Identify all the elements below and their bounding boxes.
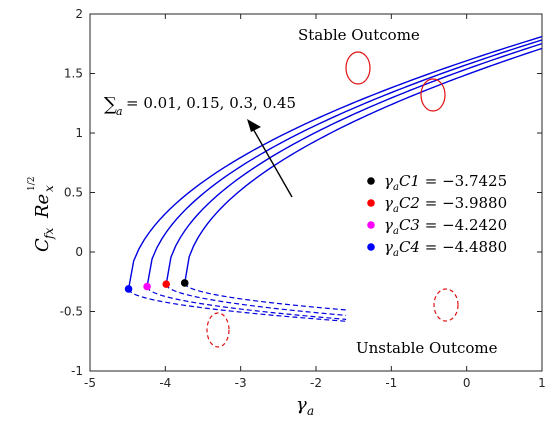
x-tick-label: -4 xyxy=(159,376,171,390)
x-tick-label: -3 xyxy=(235,376,247,390)
curves xyxy=(127,35,543,322)
lower-branch-series-4 xyxy=(128,288,347,322)
x-tick-label: -1 xyxy=(385,376,397,390)
lower-branch-series-1 xyxy=(184,282,347,311)
plot-frame xyxy=(89,13,543,372)
upper-branch-series-2 xyxy=(165,42,543,285)
upper-branch-series-1 xyxy=(184,47,543,284)
svg-text:Re: Re xyxy=(32,194,53,219)
lower-branch-series-2 xyxy=(165,283,347,316)
unstable-ellipse-2 xyxy=(433,288,459,322)
y-tick-label: 1.5 xyxy=(64,67,83,81)
critical-point-3 xyxy=(143,282,151,291)
unstable-ellipse-1 xyxy=(206,312,230,348)
legend-marker-4 xyxy=(367,243,375,251)
sigma-arrowhead xyxy=(247,119,261,132)
legend-marker-3 xyxy=(367,221,375,229)
svg-text:fx: fx xyxy=(42,228,56,240)
legend-label-2: γaC2 = −3.9880 xyxy=(384,194,507,215)
upper-branch-series-4 xyxy=(127,35,543,290)
upper-branch-series-3 xyxy=(146,39,543,287)
stable-outcome-label: Stable Outcome xyxy=(298,26,420,44)
legend-label-1: γaC1 = −3.7425 xyxy=(384,172,507,193)
svg-text:= 0.01, 0.15, 0.3, 0.45: = 0.01, 0.15, 0.3, 0.45 xyxy=(126,94,296,112)
lower-branch-series-3 xyxy=(146,286,347,320)
critical-point-2 xyxy=(162,280,171,288)
y-tick-label: 0.5 xyxy=(64,186,83,200)
critical-point-1 xyxy=(180,279,189,287)
x-tick-label: -5 xyxy=(84,376,96,390)
svg-text:C: C xyxy=(32,238,53,252)
y-axis-label: C fx Re x 1/2 xyxy=(27,177,56,252)
svg-text:∑: ∑ xyxy=(104,94,117,115)
legend-label-3: γaC3 = −4.2420 xyxy=(384,216,507,237)
x-axis-label: γ a xyxy=(296,394,314,418)
svg-text:γ: γ xyxy=(296,394,307,415)
stable-ellipse-2 xyxy=(420,78,446,112)
stable-ellipse-1 xyxy=(345,51,371,85)
sigma-arrow xyxy=(251,126,293,198)
x-tick-label: 0 xyxy=(463,376,471,390)
legend-label-4: γaC4 = −4.4880 xyxy=(384,238,507,259)
svg-text:1/2: 1/2 xyxy=(27,177,37,191)
critical-point-4 xyxy=(124,285,133,293)
axis-ticks: -5 -4 -3 -2 -1 0 1 -1 -0.5 0 0.5 1 1.5 2 xyxy=(60,7,546,390)
x-tick-label: -2 xyxy=(310,376,322,390)
critical-points xyxy=(124,279,189,293)
svg-text:a: a xyxy=(307,404,314,418)
unstable-outcome-label: Unstable Outcome xyxy=(356,339,498,357)
x-tick-label: 1 xyxy=(538,376,546,390)
y-tick-label: -1 xyxy=(71,364,83,378)
y-tick-label: -0.5 xyxy=(60,305,83,319)
sigma-annotation: ∑ a = 0.01, 0.15, 0.3, 0.45 xyxy=(104,94,296,118)
svg-text:x: x xyxy=(42,185,56,192)
legend-marker-2 xyxy=(367,199,375,207)
y-tick-label: 2 xyxy=(75,7,83,21)
y-tick-label: 1 xyxy=(75,126,83,140)
y-tick-label: 0 xyxy=(75,245,83,259)
legend-marker-1 xyxy=(367,177,375,185)
svg-text:a: a xyxy=(116,105,123,118)
